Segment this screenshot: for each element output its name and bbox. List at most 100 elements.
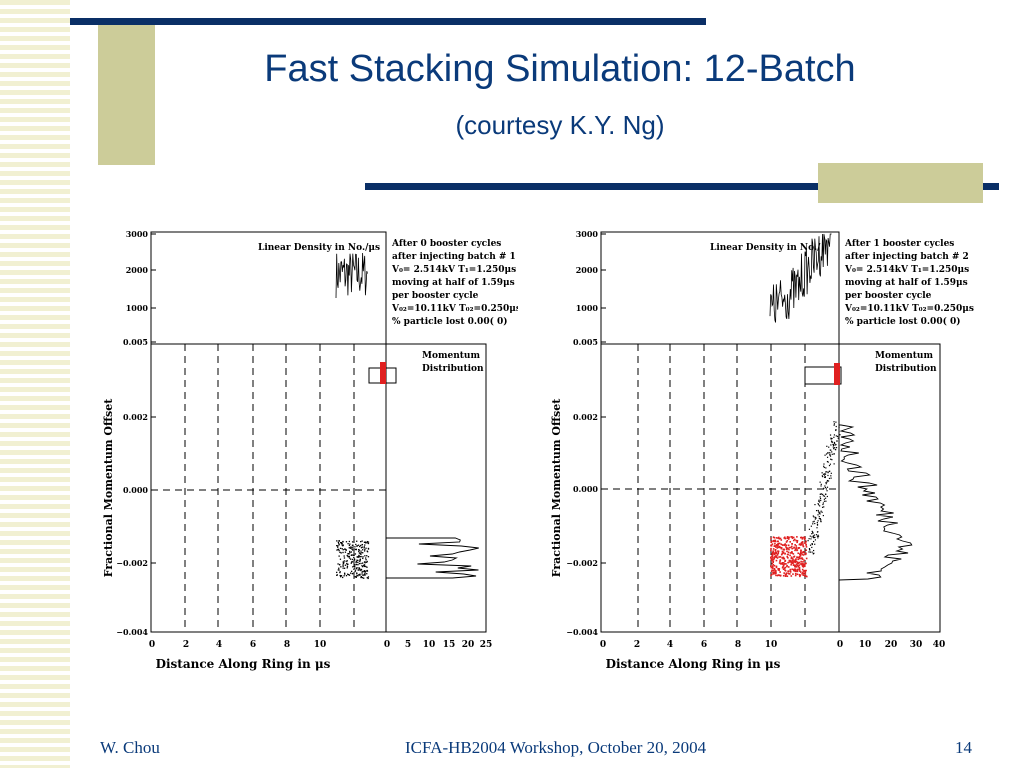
injected-particle-point: [779, 560, 781, 563]
density-trace: [769, 233, 832, 323]
particle-point: [366, 573, 368, 575]
injected-particle-point: [795, 564, 797, 566]
particle-point: [362, 570, 364, 573]
injected-particle-point: [786, 550, 788, 553]
injected-particle-point: [787, 570, 789, 573]
particle-point: [338, 540, 341, 542]
particle-point: [812, 553, 815, 555]
injected-particle-point: [798, 564, 801, 566]
particle-point: [823, 487, 825, 489]
phase-ytick-label: −0.004: [566, 627, 598, 637]
injected-particle-point: [801, 553, 803, 556]
injected-particle-point: [784, 569, 786, 571]
particle-point: [339, 558, 342, 560]
particle-point: [820, 493, 822, 495]
particle-point: [359, 545, 361, 548]
injected-particle-point: [796, 570, 799, 573]
injected-particle-point: [794, 574, 797, 577]
injected-particle-point: [773, 536, 776, 539]
momentum-distribution-label: Momentum: [875, 351, 933, 361]
particle-point: [353, 554, 355, 557]
particle-point: [809, 544, 812, 546]
injected-particle-point: [800, 543, 803, 546]
injected-particle-point: [802, 554, 805, 556]
particle-point: [833, 463, 835, 465]
particle-point: [826, 495, 828, 498]
simulation-info-line: After 0 booster cycles: [391, 239, 501, 249]
particle-point: [819, 518, 821, 520]
particle-point: [361, 565, 363, 567]
injected-particle-point: [780, 547, 783, 550]
particle-point: [336, 574, 338, 576]
injected-particle-point: [805, 549, 807, 551]
particle-point: [342, 549, 344, 551]
injected-particle-point: [771, 555, 773, 558]
injected-particle-point: [804, 574, 807, 576]
particle-point: [832, 444, 835, 447]
injected-particle-point: [805, 540, 807, 543]
particle-point: [364, 548, 366, 551]
injected-particle-point: [778, 574, 781, 577]
particle-point: [363, 577, 365, 579]
particle-point: [808, 528, 811, 530]
injected-particle-point: [772, 560, 775, 563]
simulation-info-line: % particle lost 0.00( 0): [392, 316, 508, 327]
injected-particle-point: [784, 553, 786, 555]
particle-point: [337, 545, 339, 547]
particle-point: [816, 535, 819, 537]
injected-particle-point: [786, 536, 789, 538]
injected-particle-point: [774, 553, 776, 555]
particle-point: [363, 546, 365, 548]
injected-particle-point: [803, 551, 805, 554]
particle-point: [348, 557, 351, 559]
particle-point: [813, 516, 815, 518]
particle-point: [343, 572, 346, 574]
slide-title: Fast Stacking Simulation: 12-Batch: [264, 48, 856, 90]
injected-particle-point: [802, 574, 805, 576]
injected-particle-point: [802, 544, 804, 547]
injected-particle-point: [783, 562, 785, 564]
particle-point: [829, 463, 831, 465]
particle-point: [811, 543, 813, 545]
particle-point: [347, 573, 350, 576]
particle-point: [814, 522, 816, 525]
simulation-info-line: V₀= 2.514kV T₁=1.250μs: [844, 265, 969, 275]
particle-point: [811, 530, 813, 533]
injected-particle-point: [792, 569, 795, 572]
particle-point: [814, 503, 816, 506]
injected-particle-point: [784, 573, 787, 576]
particle-point: [835, 421, 837, 423]
phase-xtick-label: 8: [735, 640, 741, 650]
injected-particle-point: [795, 547, 798, 549]
injected-particle-point: [784, 559, 787, 562]
phase-space-plot-frame: [150, 343, 387, 633]
particle-point: [831, 459, 833, 461]
injected-particle-point: [785, 548, 788, 550]
particle-point: [342, 540, 344, 543]
injected-particle-point: [789, 541, 791, 543]
injected-particle-point: [773, 557, 776, 560]
particle-point: [809, 549, 811, 551]
particle-point: [358, 567, 360, 570]
particle-point: [366, 542, 368, 544]
particle-point: [824, 476, 826, 479]
particle-point: [819, 496, 821, 498]
injected-particle-point: [800, 550, 802, 552]
particle-point: [366, 551, 369, 553]
particle-point: [360, 562, 362, 565]
injected-particle-point: [798, 568, 801, 571]
phase-xlabel: Distance Along Ring in μs: [156, 657, 331, 671]
particle-point: [343, 567, 346, 569]
injected-particle-point: [789, 570, 792, 573]
injected-particle-point: [802, 545, 805, 548]
particle-point: [361, 562, 364, 564]
particle-point: [346, 565, 349, 568]
particle-point: [835, 425, 837, 428]
injected-particle-point: [799, 570, 801, 572]
particle-point: [820, 520, 822, 522]
particle-point: [824, 497, 827, 499]
particle-point: [361, 565, 364, 568]
particle-point: [351, 558, 354, 561]
particle-point: [827, 480, 830, 482]
injected-particle-point: [798, 557, 801, 560]
